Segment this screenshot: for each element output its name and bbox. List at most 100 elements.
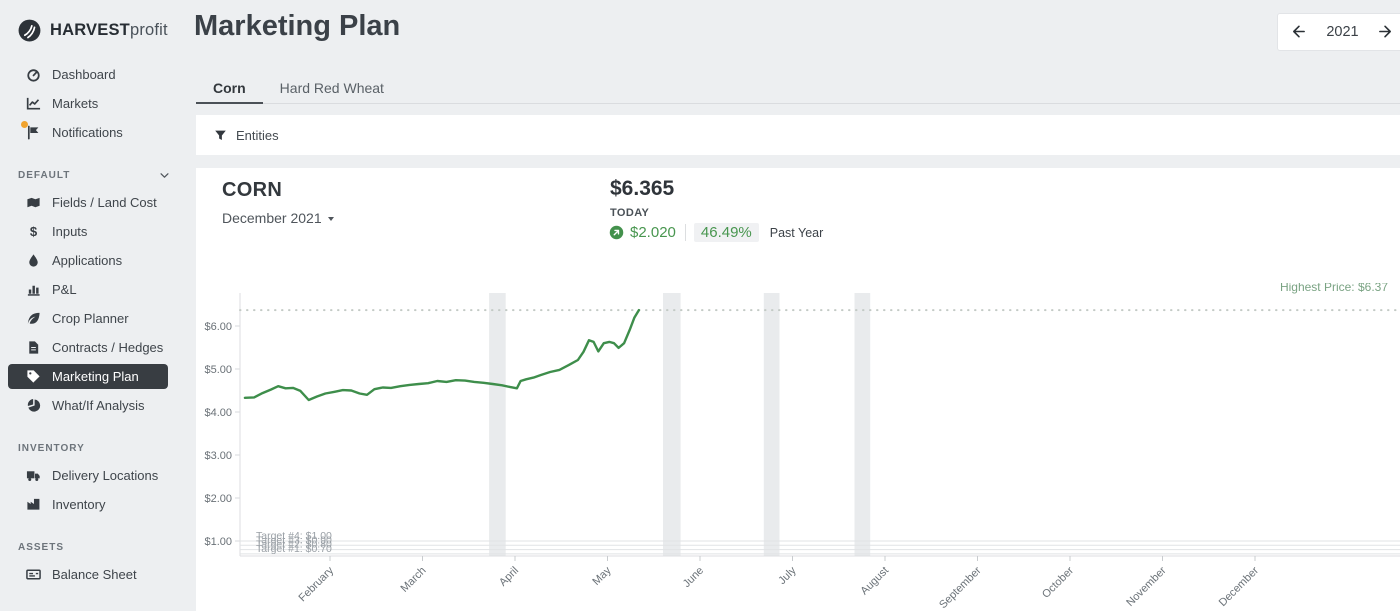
sidebar-item-fields-land-cost[interactable]: Fields / Land Cost [0, 188, 186, 217]
x-axis-label: October [1040, 564, 1076, 600]
contract-label: December 2021 [222, 210, 322, 226]
app-logo[interactable]: HARVESTprofit [0, 0, 186, 43]
tag-icon [25, 369, 42, 384]
sidebar-item-inventory[interactable]: Inventory [0, 490, 186, 519]
sidebar-section-label: DEFAULT [18, 170, 71, 181]
year-label: 2021 [1326, 24, 1359, 40]
shaded-band [489, 293, 506, 556]
sidebar-item-dashboard[interactable]: Dashboard [0, 60, 186, 89]
page-title: Marketing Plan [194, 10, 401, 42]
industry-icon [25, 497, 42, 512]
shaded-band [663, 293, 681, 556]
sidebar-item-label: Delivery Locations [52, 468, 159, 483]
file-contract-icon [25, 340, 42, 355]
sidebar-section-assets: ASSETS [0, 542, 186, 553]
change-percent: 46.49% [693, 223, 759, 242]
x-axis-label: July [776, 564, 799, 587]
x-axis-label: June [681, 565, 706, 590]
sidebar-item-inputs[interactable]: $ Inputs [0, 217, 186, 246]
target-price-label: Target #4: $1.00 [256, 530, 332, 542]
change-amount: $2.020 [630, 224, 676, 241]
chart-bar-icon [25, 282, 42, 297]
y-axis-label: $3.00 [204, 450, 232, 462]
sidebar-item-crop-planner[interactable]: Crop Planner [0, 304, 186, 333]
svg-text:$: $ [30, 224, 38, 239]
gauge-icon [25, 67, 42, 82]
sidebar-item-p-l[interactable]: P&L [0, 275, 186, 304]
sidebar-nav: Dashboard Markets Notifications DEFAULT Fiel… [0, 60, 186, 589]
droplet-icon [25, 253, 42, 268]
sidebar-item-notifications[interactable]: Notifications [0, 118, 186, 147]
sidebar-section-label: INVENTORY [18, 443, 85, 454]
sidebar-section-label: ASSETS [18, 542, 65, 553]
y-axis-label: $6.00 [204, 321, 232, 333]
sidebar-item-label: Inputs [52, 224, 88, 239]
divider [684, 224, 686, 241]
next-year-button[interactable] [1378, 24, 1394, 40]
shaded-band [763, 293, 780, 556]
x-axis-label: May [590, 564, 614, 588]
current-price: $6.365 [610, 177, 675, 200]
sidebar-section-inventory: INVENTORY [0, 443, 186, 454]
contract-month-dropdown[interactable]: December 2021 [222, 210, 334, 226]
pie-chart-icon [25, 398, 42, 413]
sidebar-item-label: Markets [52, 96, 99, 111]
money-check-icon [25, 567, 42, 582]
x-axis-label: December [1217, 564, 1262, 609]
sidebar: HARVESTprofit Dashboard Markets Notificati… [0, 0, 186, 611]
flag-icon [21, 121, 42, 140]
sidebar-item-contracts-hedges[interactable]: Contracts / Hedges [0, 333, 186, 362]
sidebar-item-label: Inventory [52, 497, 106, 512]
target-price-label: Target #3: $0.90 [256, 534, 332, 546]
year-navigator: 2021 [1277, 13, 1400, 51]
target-price-label: Target #1: $0.70 [256, 543, 332, 555]
tab-corn[interactable]: Corn [196, 75, 263, 104]
sidebar-item-applications[interactable]: Applications [0, 246, 186, 275]
x-axis-label: April [497, 565, 521, 589]
sidebar-item-what-if-analysis[interactable]: What/If Analysis [0, 391, 186, 420]
prev-year-button[interactable] [1291, 24, 1307, 40]
sidebar-item-label: What/If Analysis [52, 398, 145, 413]
sidebar-item-label: Dashboard [52, 67, 116, 82]
y-axis-label: $4.00 [204, 407, 232, 419]
shaded-band [854, 293, 871, 556]
target-price-label: Target #2: $0.80 [256, 539, 332, 551]
sidebar-item-label: Fields / Land Cost [52, 195, 157, 210]
notification-badge [21, 121, 28, 128]
sidebar-item-balance-sheet[interactable]: Balance Sheet [0, 560, 186, 589]
x-axis-label: November [1124, 564, 1169, 609]
highest-price-label: Highest Price: $6.37 [1280, 283, 1388, 294]
sidebar-item-label: Applications [52, 253, 123, 268]
brand-light: profit [129, 21, 168, 39]
harvest-logo-icon [17, 18, 42, 43]
sidebar-section-default[interactable]: DEFAULT [0, 170, 186, 181]
x-axis-label: March [399, 565, 429, 595]
sidebar-item-marketing-plan[interactable]: Marketing Plan [8, 364, 168, 389]
entities-label: Entities [236, 127, 279, 143]
caret-down-icon [327, 217, 334, 221]
sidebar-item-label: Notifications [52, 125, 123, 140]
sidebar-item-markets[interactable]: Markets [0, 89, 186, 118]
sidebar-item-label: Contracts / Hedges [52, 340, 164, 355]
entities-filter[interactable]: Entities [196, 115, 1400, 155]
tab-hard-red-wheat[interactable]: Hard Red Wheat [279, 80, 384, 96]
map-icon [25, 195, 42, 210]
x-axis-label: August [858, 565, 891, 598]
leaf-icon [25, 311, 42, 326]
commodity-tabs: Corn Hard Red Wheat [196, 75, 1400, 104]
chart-line-icon [25, 96, 42, 111]
sidebar-item-label: P&L [52, 282, 77, 297]
y-axis-label: $2.00 [204, 493, 232, 505]
y-axis-label: $1.00 [204, 536, 232, 548]
truck-icon [25, 468, 42, 483]
sidebar-item-delivery-locations[interactable]: Delivery Locations [0, 461, 186, 490]
marketing-plan-card: CORN December 2021 $6.365 TODAY $2.020 4… [196, 168, 1400, 611]
sidebar-item-label: Crop Planner [52, 311, 129, 326]
brand-bold: HARVEST [50, 21, 130, 39]
x-axis-label: February [297, 564, 337, 604]
price-period-label: TODAY [610, 207, 650, 219]
sidebar-item-label: Marketing Plan [52, 369, 139, 384]
sidebar-item-label: Balance Sheet [52, 567, 137, 582]
commodity-name: CORN [222, 179, 283, 201]
change-period: Past Year [769, 225, 824, 240]
